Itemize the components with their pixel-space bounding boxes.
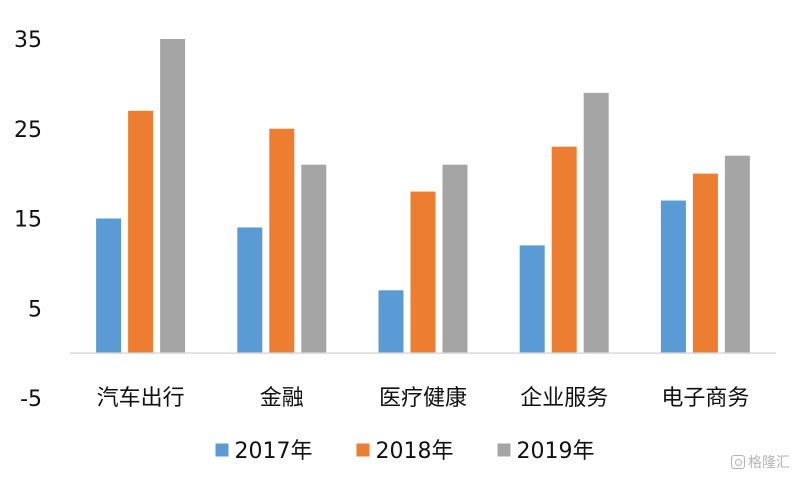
bar <box>724 155 750 354</box>
bar <box>378 290 404 354</box>
legend-swatch <box>497 443 511 457</box>
x-category-label: 金融 <box>260 386 304 411</box>
watermark-text: 格隆汇 <box>748 455 790 471</box>
bar <box>583 92 609 354</box>
bar <box>692 173 718 354</box>
watermark: 格隆汇 <box>731 452 790 472</box>
bar <box>410 191 436 354</box>
x-category-label: 电子商务 <box>661 386 749 411</box>
bars-group <box>96 39 750 354</box>
bar <box>269 128 295 354</box>
y-tick-label: 35 <box>14 28 42 53</box>
bar <box>237 227 263 354</box>
y-axis-ticks: -5 5 15 25 35 <box>14 28 42 412</box>
legend: 2017年 2018年 2019年 <box>215 439 595 464</box>
bar <box>160 39 186 354</box>
bar <box>660 200 686 354</box>
y-tick-label: -5 <box>20 387 42 412</box>
bar <box>301 164 327 354</box>
bar <box>96 218 122 354</box>
gelonghui-logo-icon <box>731 455 745 469</box>
legend-swatch <box>356 443 370 457</box>
legend-swatch <box>215 443 229 457</box>
legend-label: 2017年 <box>235 439 313 464</box>
bar <box>519 245 545 354</box>
x-axis-category-labels: 汽车出行 金融 医疗健康 企业服务 电子商务 <box>97 386 750 411</box>
x-category-label: 汽车出行 <box>97 386 185 411</box>
x-category-label: 企业服务 <box>520 386 608 411</box>
bar <box>128 110 154 354</box>
y-tick-label: 5 <box>28 297 42 322</box>
bar <box>551 146 577 354</box>
y-tick-label: 15 <box>14 208 42 233</box>
bar <box>442 164 468 354</box>
legend-label: 2019年 <box>517 439 595 464</box>
x-category-label: 医疗健康 <box>379 386 467 411</box>
legend-label: 2018年 <box>376 439 454 464</box>
y-tick-label: 25 <box>14 118 42 143</box>
